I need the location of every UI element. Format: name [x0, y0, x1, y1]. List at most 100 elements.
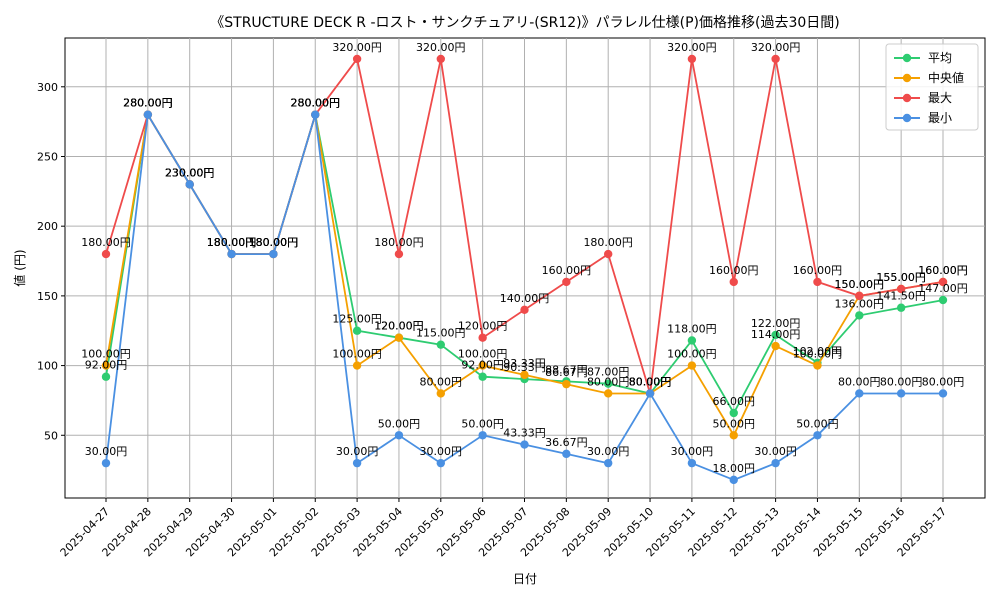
data-label: 80.00円 [629, 375, 672, 388]
series-point [729, 408, 738, 418]
series-point [771, 341, 780, 351]
data-label: 100.00円 [793, 348, 843, 361]
series-point [604, 249, 613, 259]
data-label: 155.00円 [876, 271, 926, 284]
data-label: 180.00円 [374, 236, 424, 249]
data-label: 122.00円 [751, 317, 801, 330]
legend-box [885, 43, 979, 131]
data-label: 147.00円 [918, 282, 968, 295]
data-label: 30.00円 [85, 445, 128, 458]
series-point [604, 379, 613, 388]
data-label: 180.00円 [207, 236, 257, 249]
data-label: 160.00円 [918, 264, 968, 277]
data-label: 100.00円 [458, 348, 508, 361]
y-tick-label: 150 [37, 290, 58, 303]
data-label: 80.00円 [838, 375, 881, 388]
series-point [436, 340, 445, 349]
series-point [562, 449, 571, 459]
data-label: 160.00円 [542, 264, 592, 277]
data-label: 50.00円 [378, 417, 421, 430]
legend-entry: 最大 [928, 91, 952, 105]
data-label: 160.00円 [709, 264, 759, 277]
series-point [101, 458, 111, 468]
data-label: 280.00円 [291, 97, 341, 110]
data-label: 115.00円 [416, 327, 466, 340]
data-label: 180.00円 [249, 236, 299, 249]
data-label: 36.67円 [545, 436, 588, 449]
series-point [227, 249, 236, 259]
series-point [352, 458, 362, 468]
data-label: 66.00円 [713, 395, 756, 408]
data-label: 280.00円 [291, 97, 341, 110]
data-label: 93.33円 [503, 357, 546, 370]
data-label: 100.00円 [667, 348, 717, 361]
data-label: 180.00円 [249, 236, 299, 249]
series-point [729, 431, 738, 440]
series-point [394, 249, 404, 259]
data-label: 120.00円 [458, 320, 508, 333]
series-point [729, 277, 738, 287]
data-label: 87.00円 [587, 366, 630, 379]
series-lines [101, 54, 948, 485]
series-point [101, 249, 111, 259]
series-point [687, 54, 697, 64]
legend-entry: 平均 [928, 51, 952, 65]
data-label: 30.00円 [420, 445, 463, 458]
series-point [896, 284, 906, 294]
data-label: 92.00円 [85, 359, 128, 372]
series-point [938, 277, 948, 287]
data-label: 320.00円 [751, 41, 801, 54]
series-point [436, 389, 445, 398]
series-point [394, 431, 404, 440]
data-label: 88.67円 [545, 363, 588, 376]
chart-title: 《STRUCTURE DECK R -ロスト・サンクチュアリ-(SR12)》パラ… [210, 15, 840, 31]
series-point [185, 180, 194, 189]
data-label: 80.00円 [587, 375, 630, 388]
y-axis-label: 値 (円) [12, 249, 27, 286]
data-label: 92.00円 [461, 359, 504, 372]
data-label: 230.00円 [165, 166, 215, 179]
data-label: 230.00円 [165, 166, 215, 179]
y-tick-label: 100 [37, 360, 58, 373]
series-point [352, 326, 362, 335]
series-point [269, 249, 278, 259]
data-label: 180.00円 [81, 236, 131, 249]
legend-swatch-marker [902, 53, 912, 63]
series-point [813, 277, 822, 287]
x-axis-label: 日付 [513, 572, 537, 586]
data-label: 280.00円 [123, 97, 173, 110]
series-point [938, 389, 948, 398]
data-label: 80.00円 [629, 375, 672, 388]
data-label: 100.00円 [332, 348, 382, 361]
series-point [436, 458, 445, 468]
data-label: 80.00円 [922, 375, 965, 388]
legend-entry: 最小 [928, 111, 952, 125]
legend-swatch-marker [902, 73, 912, 83]
series-point [687, 361, 697, 370]
series-point [562, 379, 571, 389]
data-label: 50.00円 [796, 417, 839, 430]
series-point [687, 336, 697, 345]
y-tick-label: 200 [37, 220, 58, 233]
data-label: 160.00円 [793, 264, 843, 277]
legend-swatch-marker [902, 113, 912, 123]
series-point [813, 431, 822, 440]
data-label: 180.00円 [207, 236, 257, 249]
data-label: 180.00円 [583, 236, 633, 249]
series-point [478, 431, 487, 440]
data-label: 102.00円 [793, 345, 843, 358]
series-point [478, 372, 487, 381]
data-label: 90.33円 [503, 361, 546, 374]
series-point [101, 361, 111, 370]
series-point [771, 54, 780, 64]
series-point [855, 291, 864, 301]
series-point [520, 305, 529, 315]
data-label: 86.67円 [545, 366, 588, 379]
series-point [896, 389, 906, 398]
data-label: 50.00円 [461, 417, 504, 430]
data-label: 43.33円 [503, 427, 546, 440]
series-point [143, 110, 153, 119]
series-point [938, 295, 948, 305]
y-tick-label: 250 [37, 150, 58, 163]
